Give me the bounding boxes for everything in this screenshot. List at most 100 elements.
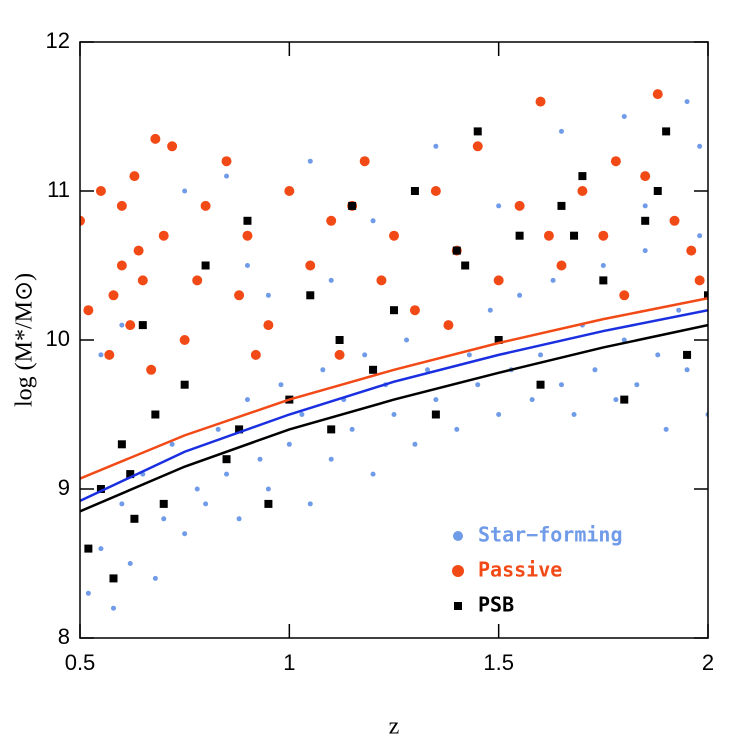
point bbox=[150, 133, 161, 144]
point bbox=[161, 516, 167, 522]
point bbox=[571, 412, 577, 417]
point bbox=[697, 233, 703, 239]
point bbox=[299, 412, 305, 417]
point bbox=[662, 127, 671, 136]
point bbox=[558, 128, 564, 134]
point bbox=[443, 320, 454, 331]
point bbox=[652, 89, 663, 100]
point bbox=[683, 350, 692, 359]
point bbox=[613, 397, 619, 403]
point bbox=[159, 499, 168, 508]
point bbox=[194, 486, 200, 492]
point bbox=[496, 203, 502, 209]
legend-label: Star−forming bbox=[478, 523, 623, 547]
point bbox=[169, 441, 175, 447]
point bbox=[496, 412, 502, 417]
point bbox=[182, 188, 188, 194]
point bbox=[334, 349, 345, 360]
point bbox=[578, 172, 587, 181]
point bbox=[550, 277, 556, 283]
y-tick-label: 12 bbox=[46, 28, 70, 53]
point bbox=[180, 380, 189, 389]
point bbox=[192, 275, 203, 286]
point bbox=[686, 245, 697, 256]
point bbox=[80, 215, 85, 226]
curve bbox=[80, 308, 708, 503]
point bbox=[224, 173, 230, 179]
point bbox=[466, 352, 472, 358]
point bbox=[263, 320, 274, 331]
x-tick-label: 0.5 bbox=[65, 650, 96, 675]
y-tick-label: 8 bbox=[58, 624, 70, 649]
point bbox=[284, 186, 295, 196]
point bbox=[327, 425, 336, 434]
point bbox=[224, 471, 230, 477]
legend-marker bbox=[452, 565, 464, 577]
point bbox=[104, 349, 115, 360]
point bbox=[577, 186, 588, 196]
point bbox=[557, 201, 566, 210]
point bbox=[431, 410, 440, 419]
point bbox=[475, 382, 481, 388]
point bbox=[138, 321, 147, 330]
point bbox=[242, 230, 253, 241]
point bbox=[494, 336, 503, 344]
x-tick-label: 1.5 bbox=[483, 650, 514, 675]
point bbox=[409, 305, 420, 316]
point bbox=[152, 575, 158, 581]
point bbox=[244, 397, 250, 403]
point bbox=[326, 215, 337, 226]
legend-marker bbox=[454, 602, 462, 610]
plot-area bbox=[80, 89, 708, 611]
point bbox=[452, 246, 461, 255]
point bbox=[243, 216, 252, 225]
point bbox=[598, 230, 609, 241]
point bbox=[95, 186, 106, 196]
point bbox=[349, 426, 355, 432]
point bbox=[117, 440, 126, 449]
point bbox=[663, 426, 669, 432]
point bbox=[179, 335, 190, 345]
point bbox=[642, 248, 648, 254]
x-tick-label: 1 bbox=[283, 650, 295, 675]
point bbox=[529, 397, 535, 403]
point bbox=[570, 231, 579, 240]
point bbox=[536, 380, 545, 389]
point bbox=[621, 337, 627, 343]
point bbox=[83, 305, 94, 316]
point bbox=[454, 426, 460, 432]
point bbox=[599, 276, 608, 285]
point bbox=[517, 292, 523, 298]
point bbox=[390, 306, 398, 315]
point bbox=[127, 561, 133, 566]
point bbox=[98, 352, 104, 358]
point bbox=[146, 364, 157, 375]
point bbox=[85, 590, 91, 596]
point bbox=[265, 292, 271, 298]
point bbox=[125, 320, 136, 331]
point bbox=[514, 200, 525, 211]
point bbox=[461, 261, 470, 270]
point bbox=[235, 425, 244, 434]
point bbox=[167, 141, 178, 152]
point bbox=[619, 290, 630, 301]
point bbox=[430, 186, 441, 196]
point bbox=[433, 397, 439, 403]
point bbox=[320, 367, 326, 373]
point bbox=[676, 307, 682, 313]
point bbox=[222, 455, 231, 464]
point bbox=[543, 230, 554, 241]
point bbox=[182, 531, 188, 537]
plot-frame bbox=[79, 41, 709, 639]
point bbox=[201, 261, 210, 270]
point bbox=[116, 260, 127, 271]
point bbox=[108, 290, 119, 301]
point bbox=[119, 322, 125, 328]
point bbox=[620, 395, 629, 404]
point bbox=[234, 290, 245, 301]
point bbox=[653, 187, 662, 195]
x-axis-label: z bbox=[389, 714, 400, 740]
point bbox=[433, 143, 439, 149]
point bbox=[129, 171, 140, 182]
